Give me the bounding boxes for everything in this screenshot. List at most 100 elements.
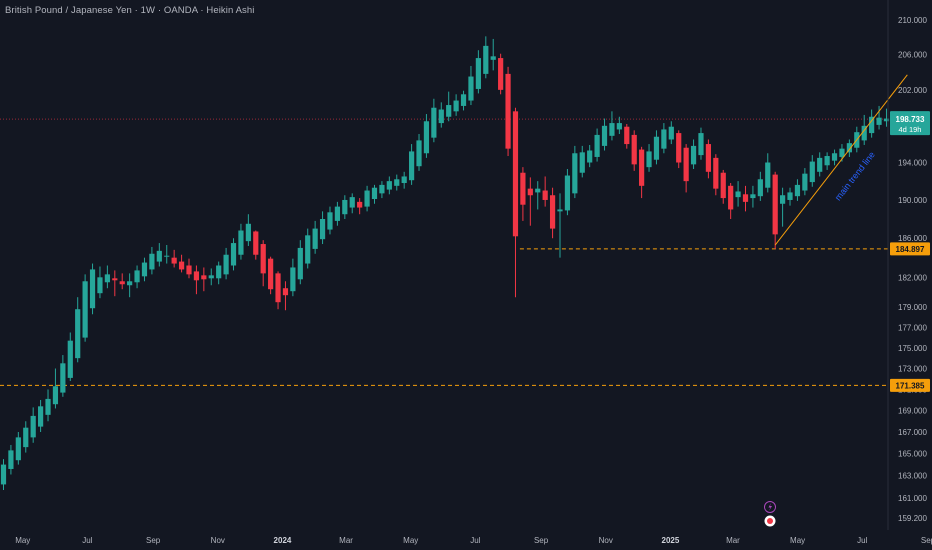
candle: [772, 171, 778, 249]
price-tick-label: 169.000: [898, 407, 927, 416]
candle: [446, 91, 452, 122]
candle-body: [319, 218, 326, 240]
candle: [268, 256, 274, 295]
candle: [646, 144, 652, 172]
candle-body: [512, 111, 519, 237]
candle-body: [30, 415, 36, 438]
time-axis[interactable]: May Jul Sep Nov 2024 Mar May Jul Sep Nov 2025 Mar Ma…: [15, 536, 932, 545]
current-price-tag: [890, 111, 930, 136]
candle-body: [639, 149, 645, 186]
candle-body: [557, 209, 563, 212]
horizontal-levels: [0, 118, 888, 386]
candle: [342, 195, 348, 219]
candle-body: [668, 126, 674, 140]
candle: [438, 102, 444, 128]
candle-body: [728, 185, 734, 210]
candle-body: [238, 230, 244, 255]
candle-body: [357, 201, 363, 208]
candle-body: [609, 123, 615, 136]
candle-body: [149, 253, 155, 270]
candle: [260, 240, 266, 287]
candle: [631, 130, 637, 171]
candle-body: [193, 271, 200, 281]
candle: [616, 116, 622, 134]
candle: [334, 201, 340, 226]
candle: [30, 407, 36, 443]
price-tick-label: 194.000: [898, 159, 927, 168]
candle: [431, 98, 437, 143]
candle-body: [223, 254, 229, 275]
price-tick-label: 210.000: [898, 16, 927, 25]
candle-body: [15, 437, 21, 461]
candle-body: [705, 144, 711, 172]
candle: [230, 238, 237, 271]
candle-body: [379, 184, 385, 194]
level-price-tag: [890, 378, 930, 392]
candle: [171, 249, 177, 268]
candle-body: [572, 153, 578, 194]
candle-body: [594, 134, 600, 157]
candle: [564, 169, 571, 216]
candle: [787, 187, 793, 206]
time-tick-label: May: [15, 536, 30, 545]
candle-body: [831, 153, 838, 161]
candle: [809, 155, 815, 187]
candle: [401, 171, 407, 189]
candle: [668, 121, 674, 145]
candle: [201, 267, 207, 292]
candle-body: [52, 386, 59, 405]
candle: [349, 193, 355, 214]
candle-body: [661, 129, 667, 149]
candle-body: [839, 148, 845, 157]
candle: [460, 90, 467, 111]
candle: [379, 181, 385, 199]
candle: [690, 139, 697, 170]
price-tick-label: 190.000: [898, 196, 927, 205]
candle: [483, 36, 489, 79]
candle: [594, 128, 600, 162]
level-price-tag: [890, 242, 930, 256]
candle-body: [587, 150, 593, 163]
candle-body: [690, 145, 697, 165]
candle-body: [334, 206, 340, 221]
candle-body: [416, 140, 422, 167]
candle: [112, 270, 118, 297]
time-tick-label: Mar: [726, 536, 740, 545]
candle-body: [742, 194, 749, 202]
candle: [883, 108, 890, 127]
candle: [742, 185, 749, 212]
record-marker-icon[interactable]: [764, 515, 776, 527]
candle-body: [542, 190, 548, 200]
candle: [831, 149, 838, 166]
candle: [178, 254, 185, 273]
candle: [572, 145, 578, 199]
candle: [8, 444, 14, 475]
candle: [60, 355, 66, 397]
candle-body: [438, 109, 444, 124]
candle-body: [720, 172, 726, 199]
candle-body: [676, 133, 682, 163]
candle: [705, 139, 711, 179]
candle: [357, 198, 363, 215]
candle: [141, 257, 148, 282]
candle: [52, 368, 59, 409]
time-tick-label: Jul: [82, 536, 92, 545]
candle: [82, 274, 88, 342]
candle: [557, 193, 563, 258]
candle-body: [134, 270, 140, 283]
candle-body: [735, 191, 741, 198]
candle: [38, 399, 44, 432]
time-tick-label: Nov: [599, 536, 613, 545]
candle-body: [371, 187, 378, 200]
candle-body: [245, 223, 251, 242]
candle: [312, 220, 318, 254]
candle: [394, 174, 400, 191]
candle-body: [757, 179, 763, 197]
candle: [653, 130, 660, 165]
candle: [520, 167, 526, 221]
lightning-event-icon[interactable]: [764, 501, 776, 513]
price-tick-label: 173.000: [898, 365, 927, 374]
candle: [713, 154, 719, 196]
